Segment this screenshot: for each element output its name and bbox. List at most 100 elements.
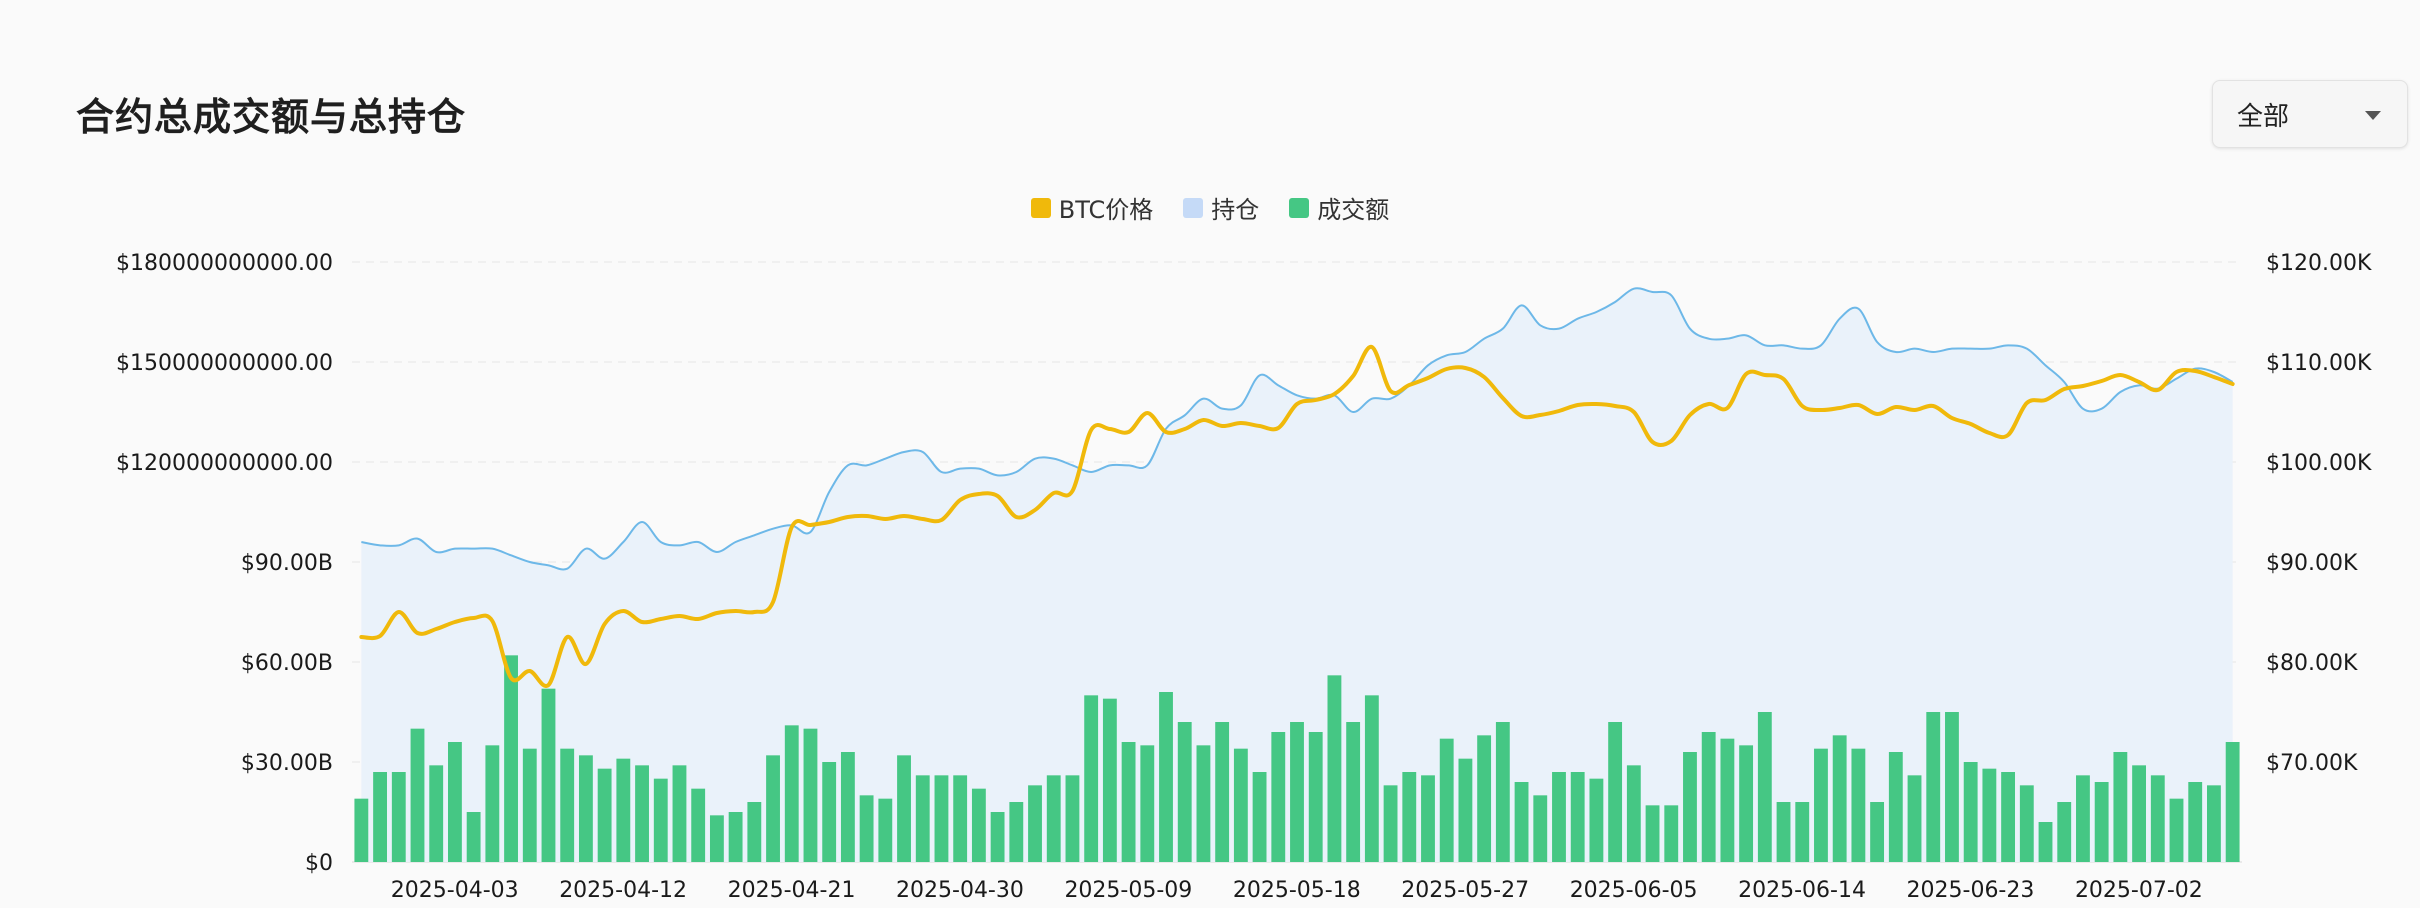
x-tick-label: 2025-05-27	[1401, 878, 1529, 903]
volume-bar	[1252, 772, 1267, 862]
volume-bar	[391, 772, 406, 862]
y-right-tick-label: $120.00K	[2266, 251, 2372, 276]
volume-bar	[1720, 738, 1735, 862]
volume-bar	[1533, 795, 1548, 862]
volume-bar	[1814, 748, 1828, 862]
x-tick-label: 2025-04-21	[728, 878, 856, 903]
volume-bar	[354, 798, 369, 862]
volume-bar	[2113, 752, 2128, 862]
y-right-tick-label: $90.00K	[2266, 551, 2358, 576]
volume-bar	[934, 775, 949, 862]
volume-bar	[373, 772, 387, 862]
volume-bar	[2019, 785, 2034, 862]
legend-item-price[interactable]: BTC价格	[1030, 190, 1153, 225]
legend-swatch-price	[1030, 197, 1051, 218]
volume-bar	[2132, 765, 2147, 862]
volume-bar	[859, 795, 874, 862]
volume-bar	[1701, 732, 1716, 862]
volume-bar	[747, 802, 762, 862]
volume-bar	[1963, 762, 1978, 862]
volume-bar	[1177, 722, 1192, 862]
y-left-tick-label: $30.00B	[241, 751, 333, 776]
volume-bar	[522, 748, 537, 862]
price-line	[359, 345, 2235, 689]
volume-bar	[672, 765, 687, 862]
volume-bar	[1439, 738, 1454, 862]
chart-legend: BTC价格 持仓 成交额	[0, 190, 2420, 225]
volume-bar	[953, 775, 968, 862]
volume-bar	[1589, 778, 1604, 862]
volume-bar	[1832, 735, 1847, 862]
volume-bar	[1402, 772, 1417, 862]
volume-bar	[1028, 785, 1042, 862]
legend-item-open-interest[interactable]: 持仓	[1183, 190, 1259, 225]
volume-bar	[560, 748, 575, 862]
volume-bar	[1271, 732, 1286, 862]
volume-bar	[410, 728, 425, 862]
x-tick-label: 2025-05-09	[1064, 878, 1192, 903]
legend-swatch-open-interest	[1183, 197, 1204, 218]
volume-bar	[1570, 772, 1585, 862]
volume-bars	[354, 655, 2240, 862]
volume-bar	[1046, 775, 1061, 862]
volume-bar	[1009, 802, 1024, 862]
volume-bar	[766, 755, 780, 862]
volume-bar	[2207, 785, 2221, 862]
volume-bar	[1458, 758, 1473, 862]
volume-bar	[784, 725, 799, 862]
legend-label-volume: 成交额	[1317, 196, 1390, 224]
y-left-tick-label: $90.00B	[241, 551, 333, 576]
volume-bar	[466, 812, 481, 862]
volume-bar	[1196, 745, 1211, 862]
volume-bar	[1608, 722, 1623, 862]
volume-bar	[1757, 712, 1772, 862]
volume-bar	[1739, 745, 1754, 862]
volume-bar	[1552, 772, 1566, 862]
x-tick-label: 2025-04-12	[559, 878, 687, 903]
volume-bar	[1308, 732, 1323, 862]
volume-bar	[1907, 775, 1922, 862]
volume-bar	[1215, 722, 1230, 862]
legend-item-volume[interactable]: 成交额	[1289, 190, 1389, 225]
x-tick-label: 2025-04-03	[391, 878, 519, 903]
x-tick-label: 2025-07-02	[2075, 878, 2203, 903]
volume-bar	[429, 765, 444, 862]
y-right-tick-label: $70.00K	[2266, 751, 2358, 776]
volume-bar	[635, 765, 649, 862]
legend-swatch-volume	[1289, 197, 1310, 218]
y-left-tick-label: $150000000000.00	[116, 351, 333, 376]
volume-bar	[878, 798, 893, 862]
volume-bar	[504, 655, 518, 862]
volume-bar	[2076, 775, 2090, 862]
legend-label-open-interest: 持仓	[1211, 196, 1260, 224]
volume-bar	[541, 688, 556, 862]
volume-bar	[1982, 768, 1997, 862]
range-select-value: 全部	[2237, 101, 2290, 132]
volume-bar	[1364, 695, 1379, 862]
volume-bar	[691, 788, 706, 862]
volume-bar	[915, 775, 930, 862]
volume-bar	[990, 812, 1005, 862]
volume-bar	[2057, 802, 2072, 862]
volume-bar	[1233, 748, 1248, 862]
volume-bar	[1664, 805, 1679, 862]
volume-bar	[803, 728, 818, 862]
volume-bar	[2001, 772, 2016, 862]
volume-bar	[1683, 752, 1697, 862]
volume-bar	[447, 742, 462, 862]
volume-bar	[1851, 748, 1866, 862]
y-left-tick-label: $180000000000.00	[116, 251, 333, 276]
volume-bar	[2169, 798, 2184, 862]
volume-bar	[822, 762, 837, 862]
volume-bar	[2188, 782, 2203, 862]
range-select[interactable]: 全部	[2212, 80, 2408, 148]
y-left-tick-label: $120000000000.00	[116, 451, 333, 476]
price-line-layer	[359, 345, 2235, 689]
volume-bar	[1084, 695, 1099, 862]
volume-bar	[1888, 752, 1903, 862]
volume-bar	[2225, 742, 2240, 862]
volume-bar	[653, 778, 668, 862]
volume-bar	[709, 815, 724, 862]
volume-bar	[1477, 735, 1492, 862]
volume-bar	[1945, 712, 1959, 862]
